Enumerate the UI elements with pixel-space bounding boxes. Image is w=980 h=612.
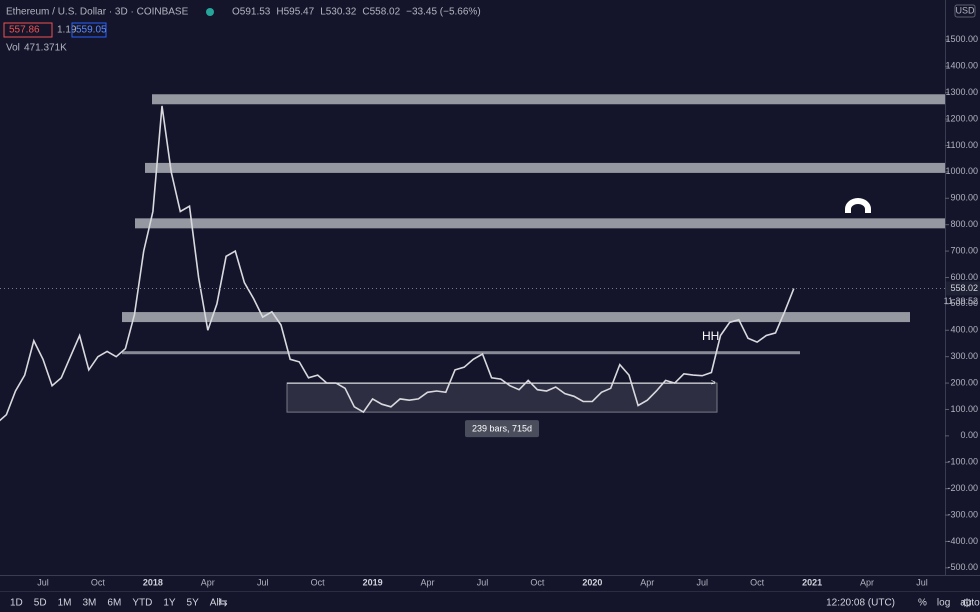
- range-label: 239 bars, 715d: [472, 423, 532, 433]
- y-tick-label: -500.00: [947, 562, 978, 572]
- x-tick-label: Oct: [91, 577, 106, 587]
- countdown: 11:39:52: [944, 296, 978, 306]
- level-band: [122, 312, 910, 323]
- spread: 1.19: [57, 25, 77, 36]
- y-tick-label: 1500.00: [945, 34, 978, 44]
- x-tick-label: 2019: [363, 577, 383, 587]
- ask-box[interactable]: [71, 22, 107, 38]
- y-tick-label: 500.00: [950, 298, 978, 308]
- x-tick-label: 2020: [582, 577, 602, 587]
- chart-title: Ethereum / U.S. Dollar · 3D · COINBASE: [6, 7, 189, 18]
- x-tick-label: Apr: [201, 577, 215, 587]
- range-button[interactable]: 1M: [58, 598, 72, 609]
- x-tick-label: Oct: [750, 577, 765, 587]
- ohlc-value: H595.47: [276, 7, 314, 18]
- x-tick-label: 2021: [802, 577, 822, 587]
- level-band: [152, 94, 945, 105]
- range-arrow-head: >: [711, 378, 716, 387]
- ask: 559.05: [76, 25, 107, 36]
- x-tick-label: Apr: [421, 577, 435, 587]
- y-tick-label: 1100.00: [946, 140, 978, 150]
- x-tick-label: Jul: [37, 577, 49, 587]
- y-tick-label: 800.00: [950, 219, 978, 229]
- x-tick-label: Apr: [860, 577, 874, 587]
- y-tick-label: 200.00: [950, 377, 978, 387]
- range-button[interactable]: All: [210, 598, 221, 609]
- x-tick-label: Apr: [640, 577, 654, 587]
- clock: 12:20:08 (UTC): [826, 598, 895, 609]
- x-tick-label: Jul: [477, 577, 489, 587]
- y-tick-label: -200.00: [947, 483, 978, 493]
- ohlc-value: O591.53: [232, 7, 271, 18]
- range-button[interactable]: 5Y: [187, 598, 200, 609]
- ohlc-value: L530.32: [320, 7, 357, 18]
- ohlc-value: C558.02: [362, 7, 400, 18]
- bid-box[interactable]: [3, 22, 53, 38]
- y-tick-label: 600.00: [950, 272, 978, 282]
- scale-option[interactable]: auto: [960, 598, 980, 609]
- range-button[interactable]: 6M: [107, 598, 121, 609]
- currency: USD: [955, 5, 975, 15]
- level-band: [145, 162, 945, 173]
- y-tick-label: -300.00: [947, 509, 978, 519]
- status-dot: [206, 8, 214, 16]
- level-band: [135, 218, 945, 229]
- y-tick-label: 900.00: [950, 193, 978, 203]
- scale-option[interactable]: %: [918, 598, 927, 609]
- plot-area: >239 bars, 715d HH: [0, 94, 945, 438]
- range-button[interactable]: 1Y: [163, 598, 176, 609]
- bid: 557.86: [9, 25, 40, 36]
- last-price-box: [946, 281, 980, 296]
- magnet-icon: [845, 198, 871, 213]
- y-tick-label: 1000.00: [945, 166, 978, 176]
- y-tick-label: -100.00: [947, 457, 978, 467]
- ohlc-value: −33.45 (−5.66%): [406, 7, 481, 18]
- level-band: [122, 351, 800, 355]
- x-tick-label: Jul: [696, 577, 708, 587]
- range-button[interactable]: YTD: [132, 598, 152, 609]
- range-button[interactable]: 3M: [83, 598, 97, 609]
- y-tick-label: 400.00: [950, 325, 978, 335]
- volume-value: 471.371K: [24, 43, 67, 54]
- x-tick-label: Oct: [530, 577, 545, 587]
- range-button[interactable]: 5D: [34, 598, 47, 609]
- y-tick-label: 300.00: [950, 351, 978, 361]
- y-tick-label: 0.00: [960, 430, 978, 440]
- last-price-label: 558.02: [950, 283, 978, 293]
- price-line: [0, 105, 795, 422]
- currency-box[interactable]: [954, 4, 976, 18]
- y-tick-label: 1400.00: [945, 61, 978, 71]
- range-box: [286, 382, 718, 413]
- date-range-icon[interactable]: ⇆: [218, 597, 227, 609]
- x-tick-label: Jul: [916, 577, 928, 587]
- y-tick-label: 1300.00: [945, 87, 978, 97]
- scale-option[interactable]: log: [937, 598, 950, 609]
- y-tick-label: -400.00: [947, 536, 978, 546]
- x-tick-label: Oct: [311, 577, 326, 587]
- y-tick-label: 100.00: [950, 404, 978, 414]
- range-button[interactable]: 1D: [10, 598, 23, 609]
- x-tick-label: Jul: [257, 577, 269, 587]
- y-tick-label: 700.00: [950, 245, 978, 255]
- x-tick-label: 2018: [143, 577, 163, 587]
- range-label-box: [465, 420, 539, 438]
- y-tick-label: 1200.00: [945, 113, 978, 123]
- settings-icon[interactable]: ⚙: [962, 596, 973, 610]
- annotation: HH: [702, 329, 719, 343]
- volume-label: Vol: [6, 43, 20, 54]
